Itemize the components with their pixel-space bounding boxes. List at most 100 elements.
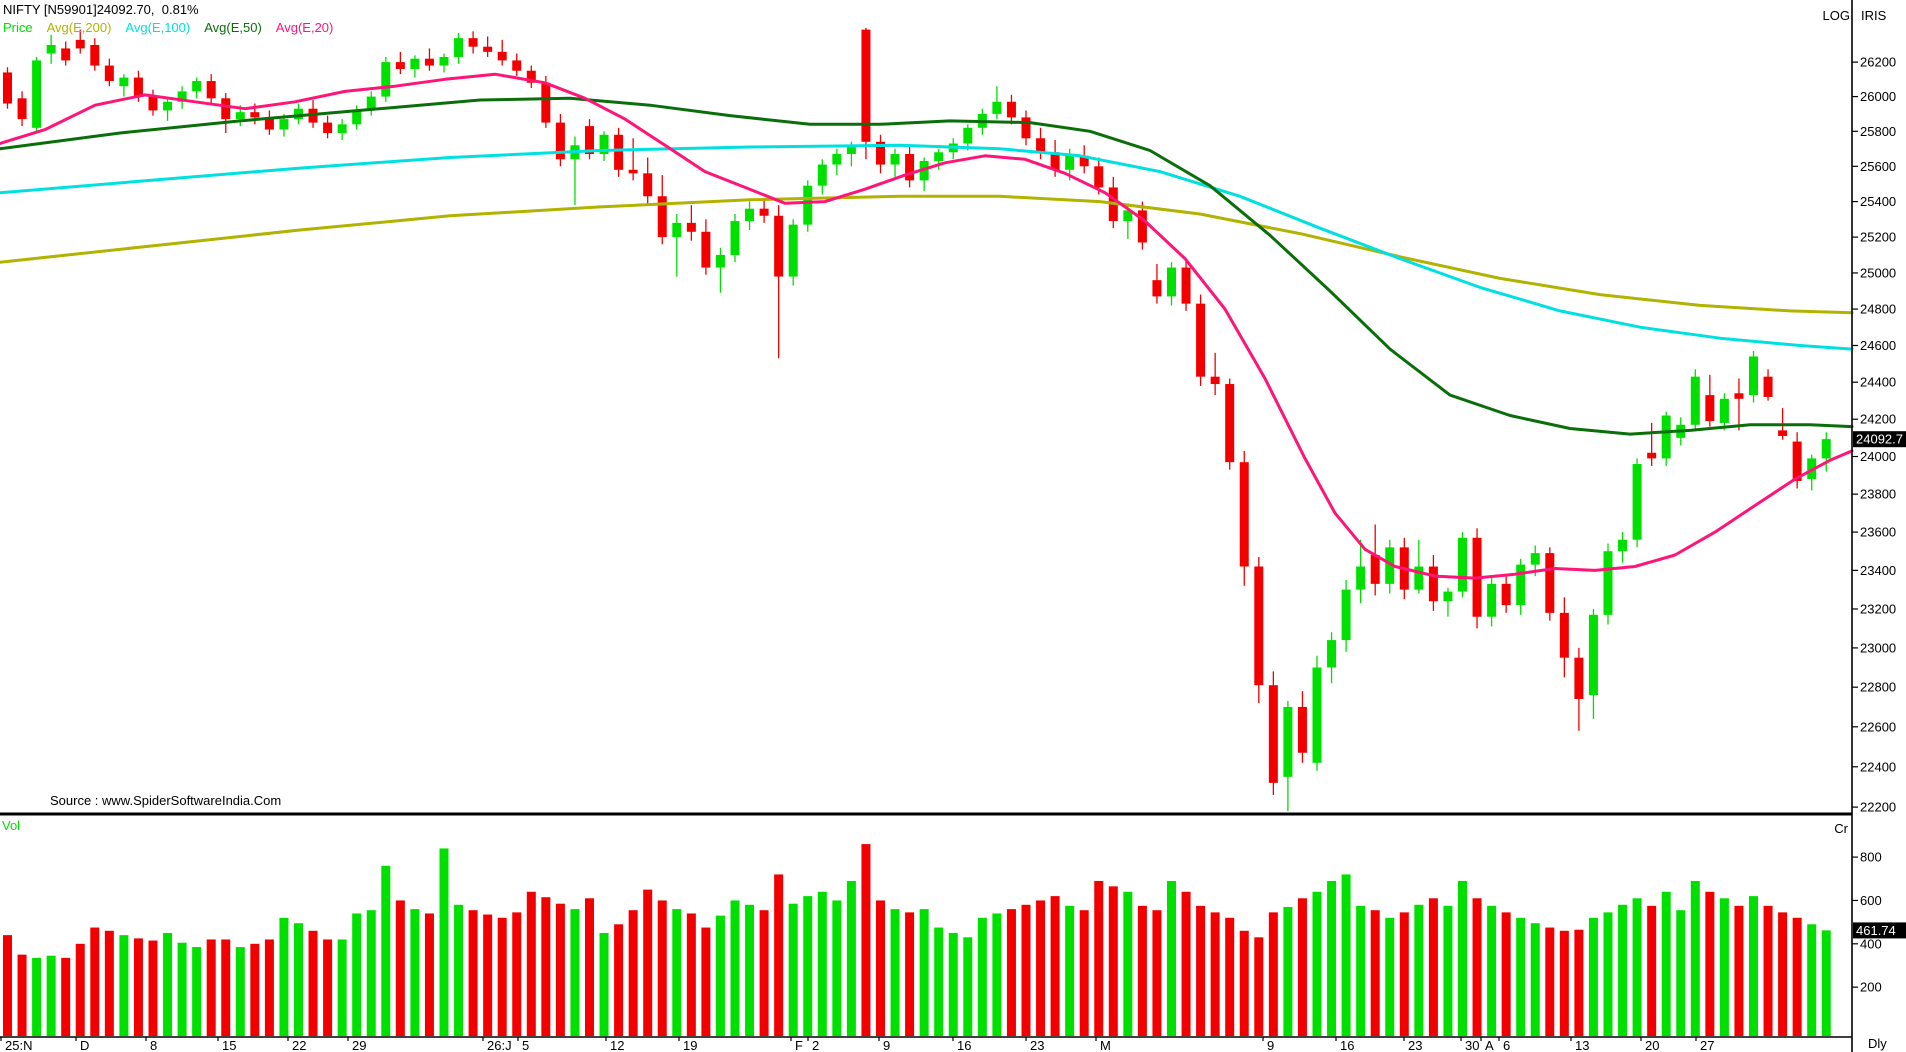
candle-body-up bbox=[352, 110, 362, 125]
candle bbox=[264, 110, 274, 135]
price-tick-label: 22400 bbox=[1860, 759, 1896, 774]
candle-body-up bbox=[1603, 551, 1613, 615]
candle-body-up bbox=[1167, 267, 1176, 297]
volume-bar bbox=[1283, 906, 1293, 1036]
candle-body-up bbox=[366, 96, 376, 111]
candle-body-up bbox=[163, 101, 173, 111]
candle-body-down bbox=[17, 98, 27, 120]
candle-body-down bbox=[1079, 155, 1089, 167]
volume-bar bbox=[90, 927, 100, 1036]
volume-bar bbox=[599, 932, 609, 1036]
candle-body-up bbox=[1356, 566, 1366, 590]
periodicity-label[interactable]: Dly bbox=[1868, 1036, 1887, 1051]
candle bbox=[817, 159, 827, 195]
volume-bar bbox=[75, 943, 85, 1036]
candle-body-up bbox=[992, 101, 1002, 114]
volume-bar bbox=[614, 924, 624, 1036]
candle-body-up bbox=[381, 62, 391, 97]
candle bbox=[294, 103, 303, 125]
candle-body-down bbox=[1210, 376, 1220, 385]
candle-body-down bbox=[221, 98, 231, 120]
candle-body-down bbox=[614, 134, 624, 170]
volume-bar bbox=[657, 900, 667, 1036]
volume-bar bbox=[701, 927, 711, 1036]
candle bbox=[1006, 94, 1016, 125]
volume-bar bbox=[759, 910, 769, 1036]
volume-bar bbox=[1210, 912, 1220, 1036]
candle-body-up bbox=[1327, 640, 1337, 668]
candle bbox=[934, 148, 944, 170]
candle-body-up bbox=[1443, 591, 1453, 602]
candle bbox=[468, 31, 478, 54]
volume-bar bbox=[1792, 917, 1802, 1036]
candle bbox=[1370, 524, 1380, 596]
volume-bar bbox=[424, 913, 434, 1036]
volume-bar bbox=[846, 880, 856, 1036]
candle-body-down bbox=[206, 81, 216, 99]
pane-separator bbox=[0, 812, 1852, 816]
candle bbox=[104, 58, 114, 87]
candle-body-up bbox=[832, 154, 842, 165]
volume-bar bbox=[1006, 909, 1016, 1036]
ma-line-avg-e-20- bbox=[0, 72, 1854, 580]
volume-bar bbox=[788, 903, 798, 1036]
candle-body-down bbox=[1370, 555, 1380, 584]
price-tick-label: 25800 bbox=[1860, 124, 1896, 139]
candle bbox=[1137, 201, 1147, 250]
log-scale-label[interactable]: LOG bbox=[1822, 8, 1850, 23]
volume-unit-label: Cr bbox=[1834, 821, 1848, 836]
volume-bar bbox=[1487, 905, 1497, 1036]
candle-body-down bbox=[75, 39, 85, 49]
volume-bar bbox=[3, 935, 12, 1036]
candle-body-down bbox=[686, 222, 696, 232]
volume-bar bbox=[1356, 905, 1366, 1036]
ma-line-avg-e-50- bbox=[0, 96, 1854, 436]
candle-body-down bbox=[323, 122, 333, 134]
volume-bar bbox=[1079, 910, 1089, 1036]
candle bbox=[876, 134, 885, 174]
candle bbox=[1821, 432, 1831, 472]
price-tick-label: 22200 bbox=[1860, 800, 1896, 815]
candle-body-down bbox=[861, 29, 871, 142]
volume-bar bbox=[395, 900, 405, 1036]
candle bbox=[701, 219, 711, 275]
volume-bar bbox=[919, 909, 929, 1036]
candle bbox=[1516, 558, 1526, 615]
candle bbox=[177, 86, 187, 109]
candle bbox=[555, 113, 565, 167]
candle bbox=[1196, 294, 1206, 386]
volume-bar bbox=[555, 903, 565, 1036]
volume-bar bbox=[1167, 880, 1176, 1036]
date-tick-label: 22 bbox=[292, 1038, 306, 1052]
candle-body-down bbox=[1763, 376, 1773, 397]
candle-body-down bbox=[1094, 166, 1104, 188]
volume-bar bbox=[1559, 930, 1569, 1036]
candle bbox=[526, 65, 536, 88]
candle-body-down bbox=[483, 46, 493, 52]
last-price-marker-value: 24092.7 bbox=[1856, 432, 1903, 447]
date-tick-label: M bbox=[1100, 1038, 1111, 1052]
candle bbox=[1647, 422, 1657, 466]
candle bbox=[643, 157, 653, 206]
candle bbox=[1327, 632, 1337, 684]
volume-bar bbox=[1458, 880, 1467, 1036]
volume-bar bbox=[1196, 905, 1206, 1036]
candle-body-down bbox=[512, 60, 522, 71]
candle-body-up bbox=[1458, 537, 1467, 592]
date-tick-label: 30 bbox=[1465, 1038, 1479, 1052]
volume-bar bbox=[1588, 917, 1598, 1036]
volume-bar bbox=[1094, 880, 1104, 1036]
candle-body-down bbox=[1050, 152, 1060, 170]
volume-bar bbox=[570, 909, 580, 1036]
candle-body-up bbox=[1632, 464, 1642, 540]
candles-layer bbox=[3, 27, 1831, 812]
candle-body-up bbox=[803, 185, 813, 225]
candle-body-up bbox=[46, 44, 56, 54]
volume-bar bbox=[745, 904, 755, 1036]
candle-body-up bbox=[934, 152, 944, 162]
volume-bar bbox=[294, 923, 303, 1036]
candle bbox=[832, 148, 842, 176]
volume-bar bbox=[1021, 904, 1031, 1036]
candle-body-up bbox=[1123, 210, 1133, 222]
